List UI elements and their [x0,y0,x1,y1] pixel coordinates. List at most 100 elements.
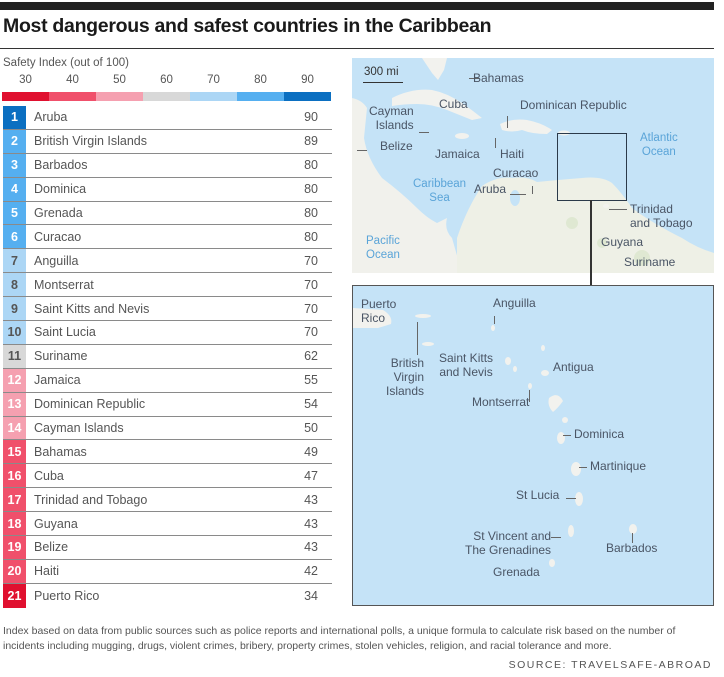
table-row: 11 Suriname 62 [3,344,332,369]
legend-tick: 60 [160,74,173,86]
table-row: 18 Guyana 43 [3,512,332,537]
overview-map[interactable] [352,58,714,273]
map-label-dominican-republic: Dominican Republic [520,98,627,112]
rank-badge: 3 [3,153,26,177]
top-bar [0,2,714,10]
rank-badge: 8 [3,273,26,297]
water-label-pacific: Pacific Ocean [366,235,400,261]
rank-badge: 18 [3,512,26,536]
legend-swatch [284,92,331,101]
legend-tick: 80 [254,74,267,86]
ranking-table: 1 Aruba 90 2 British Virgin Islands 89 3 Barbad… [3,106,332,608]
country-name: British Virgin Islands [34,134,148,149]
legend-swatch [143,92,190,101]
country-name: Saint Kitts and Nevis [34,301,150,316]
legend-tick: 30 [19,74,32,86]
scale-bar [363,82,403,83]
table-row: 15 Bahamas 49 [3,440,332,465]
footnote: Index based on data from public sources … [3,625,676,652]
legend-swatch [237,92,284,101]
inset-connector-line [590,200,592,286]
safety-score: 50 [304,421,318,436]
leader-line [417,322,418,355]
leader-line [579,467,587,468]
table-row: 10 Saint Lucia 70 [3,321,332,345]
legend-swatch [190,92,237,101]
country-name: Dominica [34,182,87,197]
legend-tick: 90 [301,74,314,86]
inset-map[interactable] [352,285,714,606]
leader-line [532,186,533,194]
safety-score: 43 [304,516,318,531]
safety-score: 49 [304,444,318,459]
safety-score: 42 [304,564,318,579]
rank-badge: 7 [3,249,26,273]
safety-score: 70 [304,301,318,316]
map-label-trinidad: Trinidad and Tobago [630,202,693,230]
inset-label-antigua: Antigua [553,360,594,374]
country-name: Curacao [34,229,82,244]
country-name: Anguilla [34,253,79,268]
rank-badge: 19 [3,536,26,559]
leader-line [510,194,526,195]
leader-line [357,150,367,151]
country-name: Bahamas [34,444,87,459]
leader-line [632,533,633,543]
safety-score: 80 [304,182,318,197]
map-label-cuba: Cuba [439,97,468,111]
inset-locator-box [557,133,627,201]
table-row: 6 Curacao 80 [3,225,332,250]
leader-line [529,390,530,402]
map-label-jamaica: Jamaica [435,147,480,161]
rank-badge: 2 [3,129,26,153]
inset-label-saint-kitts: Saint Kitts and Nevis [439,351,494,379]
water-label-atlantic: Atlantic Ocean [640,132,678,158]
leader-line [495,138,496,148]
inset-label-st-lucia: St Lucia [516,488,560,502]
rank-badge: 9 [3,297,26,321]
inset-label-grenada: Grenada [493,565,540,579]
safety-score: 70 [304,277,318,292]
country-name: Grenada [34,206,83,220]
safety-score: 54 [304,397,318,412]
table-row: 19 Belize 43 [3,536,332,560]
country-name: Cayman Islands [34,421,124,436]
safety-score: 90 [304,110,318,125]
country-name: Haiti [34,564,60,579]
country-name: Cuba [34,468,64,483]
country-name: Montserrat [34,277,94,292]
leader-line [563,435,571,436]
rank-badge: 11 [3,344,26,368]
legend-tick: 70 [207,74,220,86]
legend-color-scale [2,92,332,101]
safety-score: 47 [304,468,318,483]
leader-line [419,132,429,133]
table-row: 1 Aruba 90 [3,106,332,130]
table-row: 3 Barbados 80 [3,153,332,178]
leader-line [507,116,508,128]
country-name: Jamaica [34,373,81,388]
title-divider [0,48,714,49]
inset-label-martinique: Martinique [590,459,647,473]
safety-score: 70 [304,325,318,340]
table-row: 13 Dominican Republic 54 [3,392,332,417]
table-row: 7 Anguilla 70 [3,249,332,274]
country-name: Belize [34,540,69,555]
scale-label: 300 mi [364,66,399,78]
safety-score: 62 [304,349,318,364]
country-name: Saint Lucia [34,325,96,340]
legend-swatch [96,92,143,101]
inset-label-barbados: Barbados [606,541,658,555]
safety-score: 80 [304,229,318,244]
table-row: 9 Saint Kitts and Nevis 70 [3,297,332,322]
legend-swatch [49,92,96,101]
map-label-belize: Belize [380,139,413,153]
table-row: 8 Montserrat 70 [3,273,332,298]
source-credit: SOURCE: TRAVELSAFE-ABROAD [508,659,712,671]
safety-score: 80 [304,158,318,173]
water-label-caribbean: Caribbean Sea [413,178,467,204]
table-row: 2 British Virgin Islands 89 [3,129,332,154]
table-row: 17 Trinidad and Tobago 43 [3,488,332,513]
country-name: Suriname [34,349,88,364]
table-row: 12 Jamaica 55 [3,368,332,393]
